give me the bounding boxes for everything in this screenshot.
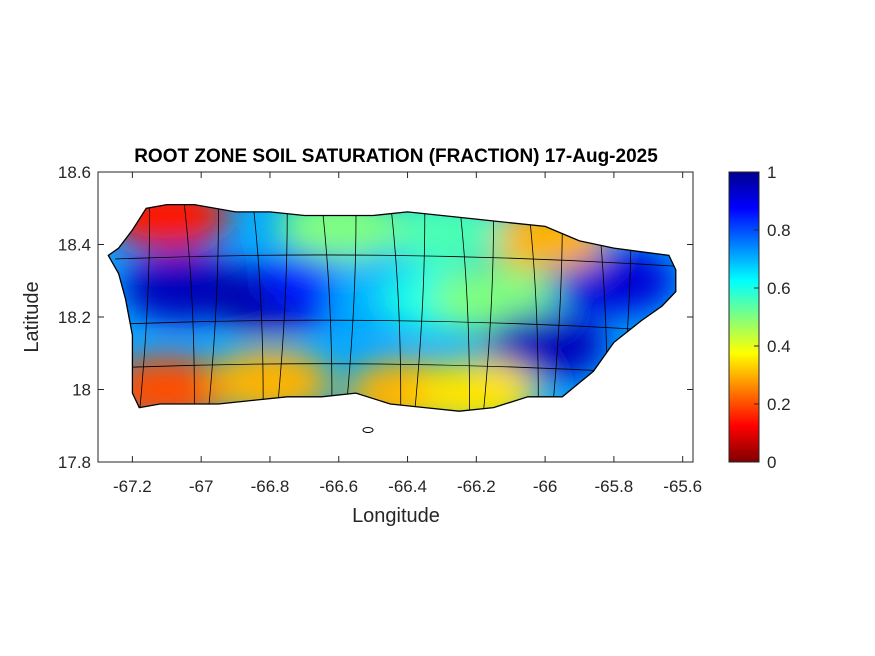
x-tick-label: -66 (533, 477, 558, 496)
x-axis-label: Longitude (352, 505, 440, 527)
saturation-region (108, 204, 229, 250)
municipal-boundary (115, 319, 676, 332)
x-tick-label: -66.2 (457, 477, 496, 496)
x-axis-ticks: -67.2 -67 -66.8 -66.6 -66.4 -66.2 -66 -65.8 -65.… (113, 172, 702, 496)
y-axis-label: Latitude (21, 281, 43, 352)
municipal-boundary (458, 204, 470, 412)
colorbar-tick-label: 1 (767, 163, 776, 182)
islet-caja-de-muerto (362, 427, 374, 433)
x-tick-label: -66.8 (251, 477, 290, 496)
x-tick-label: -66.6 (319, 477, 358, 496)
y-tick-label: 17.8 (58, 453, 91, 472)
municipal-boundary (115, 254, 676, 267)
colorbar-tick-label: 0 (767, 453, 776, 472)
municipal-boundary (276, 204, 288, 412)
x-tick-label: -66.4 (388, 477, 427, 496)
y-tick-label: 18 (72, 381, 91, 400)
colorbar-tick-label: 0.8 (767, 221, 791, 240)
x-tick-label: -67.2 (113, 477, 152, 496)
municipal-boundary (207, 204, 219, 412)
x-tick-label: -65.8 (595, 477, 634, 496)
colorbar-tick-label: 0.6 (767, 279, 791, 298)
y-tick-label: 18.4 (58, 236, 91, 255)
colorbar-ticks: 0 0.2 0.4 0.6 0.8 1 (754, 163, 791, 472)
y-tick-label: 18.6 (58, 163, 91, 182)
municipal-boundary (138, 204, 151, 412)
municipal-boundary (414, 204, 426, 412)
municipal-boundary (321, 204, 333, 412)
x-tick-label: -67 (189, 477, 214, 496)
colorbar-tick-label: 0.4 (767, 337, 791, 356)
island-outline (107, 203, 677, 412)
municipal-boundary (183, 204, 195, 412)
x-tick-label: -65.6 (663, 477, 702, 496)
municipal-boundary (345, 204, 357, 412)
municipal-boundary (482, 204, 494, 412)
municipal-boundary (252, 204, 264, 412)
y-axis-ticks: 17.8 18 18.2 18.4 18.6 (58, 163, 693, 472)
colorbar (728, 171, 760, 463)
colorbar-tick-label: 0.2 (767, 395, 791, 414)
y-tick-label: 18.2 (58, 308, 91, 327)
municipal-boundary (527, 204, 539, 412)
chart-title: ROOT ZONE SOIL SATURATION (FRACTION) 17-… (134, 146, 658, 167)
municipal-boundary (389, 204, 402, 412)
saturation-region (483, 312, 608, 380)
